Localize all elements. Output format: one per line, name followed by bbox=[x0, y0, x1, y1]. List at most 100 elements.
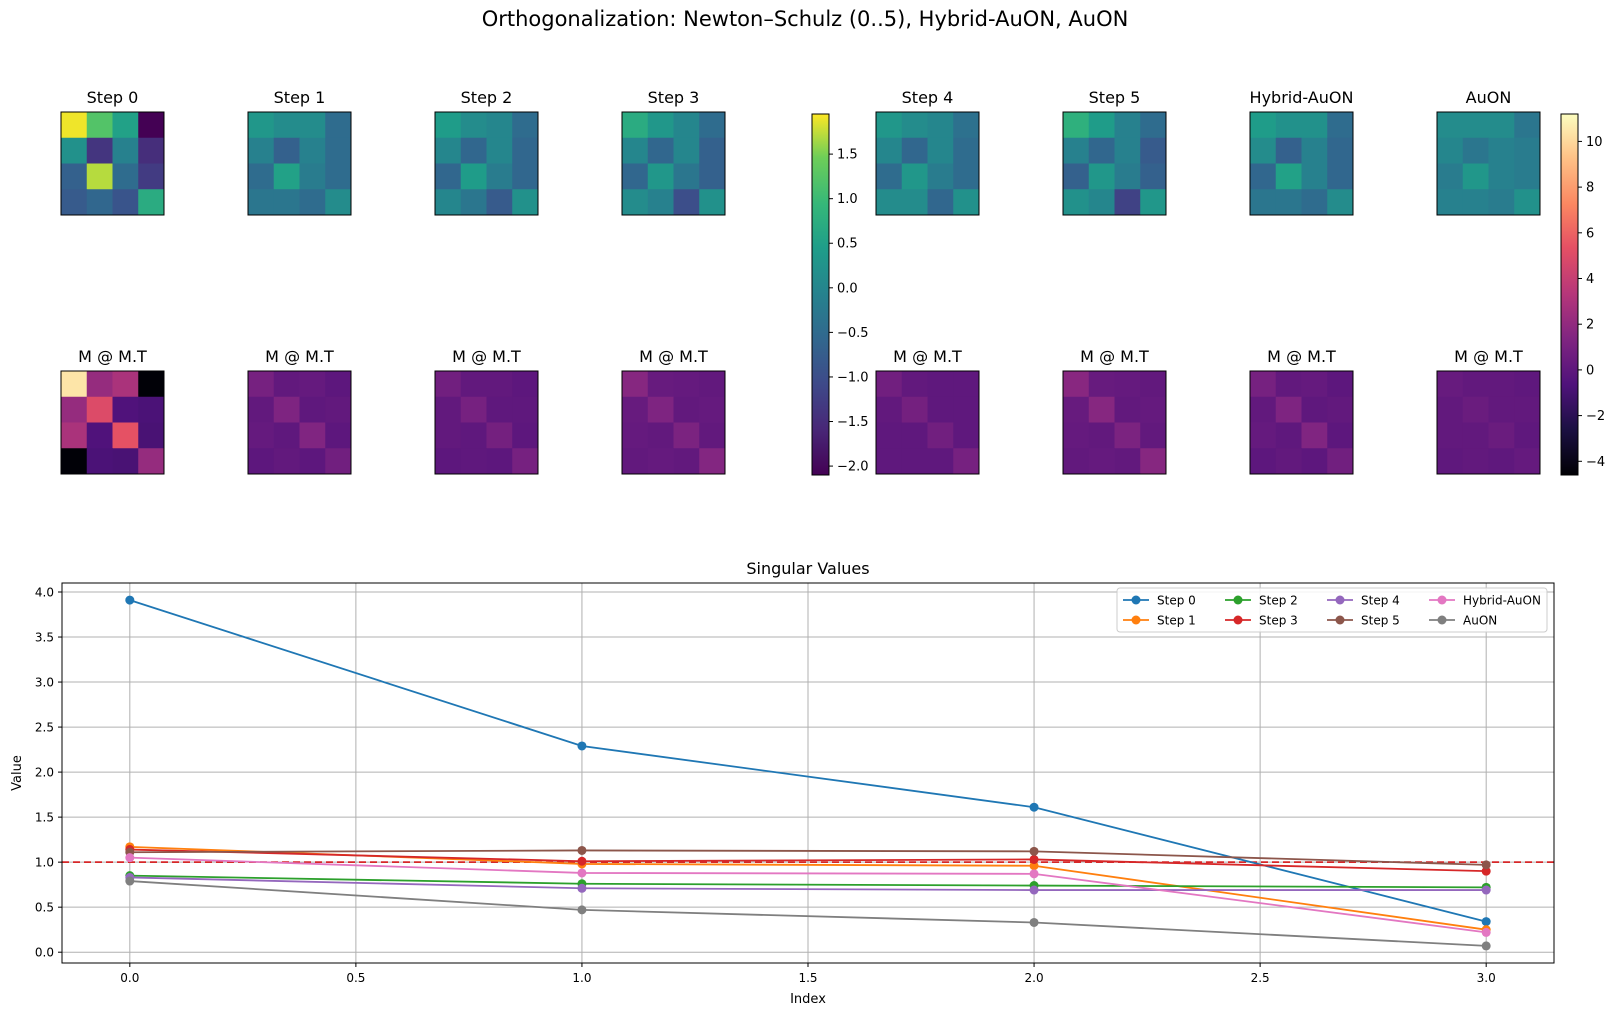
heatmap-cell bbox=[1114, 189, 1141, 216]
heatmap-cell bbox=[953, 112, 980, 139]
heatmap-cell bbox=[876, 371, 903, 398]
heatmap-cell bbox=[1275, 371, 1302, 398]
heatmap-cell bbox=[622, 422, 649, 449]
heatmap-cell bbox=[486, 371, 513, 398]
heatmap-cell bbox=[1488, 422, 1515, 449]
heatmap-cell bbox=[460, 396, 487, 423]
series-hybrid-auon bbox=[125, 853, 1491, 937]
heatmap-cell bbox=[138, 137, 165, 164]
heatmap-cell bbox=[953, 137, 980, 164]
panel-matrix-title: Step 3 bbox=[648, 88, 700, 107]
heatmap-cell bbox=[953, 396, 980, 423]
heatmap-cell bbox=[1063, 112, 1090, 139]
heatmap-cell bbox=[435, 112, 462, 139]
heatmap-cell bbox=[1140, 112, 1167, 139]
heatmap-cell bbox=[273, 137, 300, 164]
heatmap-cell bbox=[673, 112, 700, 139]
heatmap-cell bbox=[647, 189, 674, 216]
heatmap-cell bbox=[1275, 137, 1302, 164]
series-line bbox=[129, 874, 1487, 889]
legend-item: Step 5 bbox=[1327, 614, 1400, 628]
colorbar-tick-label: 1.0 bbox=[837, 192, 858, 207]
heatmap-cell bbox=[273, 422, 300, 449]
heatmap-frame bbox=[1062, 370, 1167, 475]
heatmap-cell bbox=[876, 189, 903, 216]
heatmap-cell bbox=[927, 112, 954, 139]
heatmap-cell bbox=[1088, 448, 1115, 475]
heatmap-cell bbox=[1088, 137, 1115, 164]
x-tick-label: 0.5 bbox=[346, 971, 365, 985]
heatmap-cell bbox=[1301, 137, 1328, 164]
heatmap-cell bbox=[1250, 189, 1277, 216]
legend-marker bbox=[1131, 615, 1141, 625]
heatmap-cell bbox=[248, 396, 275, 423]
colorbar-tick-label: 4 bbox=[1586, 272, 1594, 287]
legend: Step 0 Step 1 Step 2 Step 3 Step 4 Step 5 Hybr… bbox=[1116, 587, 1548, 633]
heatmap-cell bbox=[901, 422, 928, 449]
heatmap-cell bbox=[486, 137, 513, 164]
heatmap-cell bbox=[460, 371, 487, 398]
heatmap-cell bbox=[248, 422, 275, 449]
heatmap-cell bbox=[1437, 137, 1464, 164]
heatmap-cell bbox=[1114, 137, 1141, 164]
panel-7: AuON M @ M.T bbox=[1436, 88, 1541, 475]
heatmap-cell bbox=[622, 448, 649, 475]
heatmap-cell bbox=[1088, 422, 1115, 449]
heatmap-cell bbox=[248, 163, 275, 190]
heatmap-cell bbox=[622, 189, 649, 216]
colorbar-tick-label: −4 bbox=[1586, 455, 1605, 470]
panel-matrix-title: Step 0 bbox=[87, 88, 139, 107]
heatmap-cell bbox=[1488, 189, 1515, 216]
heatmap-cell bbox=[1327, 137, 1354, 164]
heatmap-cell bbox=[927, 396, 954, 423]
heatmap-frame bbox=[1062, 111, 1167, 216]
panel-matrix-title: Step 4 bbox=[902, 88, 954, 107]
heatmap-cell bbox=[112, 422, 139, 449]
heatmap-cell bbox=[1514, 137, 1541, 164]
heatmap-cell bbox=[901, 163, 928, 190]
heatmap-cell bbox=[1488, 137, 1515, 164]
heatmap-cell bbox=[435, 422, 462, 449]
heatmap-cell bbox=[248, 371, 275, 398]
heatmap-cell bbox=[1063, 448, 1090, 475]
heatmap-cell bbox=[512, 371, 539, 398]
heatmap-cell bbox=[1114, 163, 1141, 190]
heatmap-cell bbox=[460, 189, 487, 216]
heatmap-cell bbox=[876, 448, 903, 475]
heatmap-cell bbox=[138, 448, 165, 475]
heatmap-cell bbox=[673, 422, 700, 449]
heatmap-cell bbox=[1088, 112, 1115, 139]
heatmap-cell bbox=[647, 422, 674, 449]
colorbar-viridis-gradient bbox=[811, 113, 830, 476]
heatmap-frame bbox=[247, 370, 352, 475]
heatmap-cell bbox=[1462, 189, 1489, 216]
data-point bbox=[577, 905, 587, 915]
panel-2: Step 2 M @ M.T bbox=[434, 88, 539, 475]
heatmap-cell bbox=[901, 189, 928, 216]
heatmap-cell bbox=[138, 163, 165, 190]
heatmap-frame bbox=[434, 370, 539, 475]
heatmap-cell bbox=[1088, 163, 1115, 190]
heatmap-cell bbox=[1250, 448, 1277, 475]
legend-label: Step 3 bbox=[1259, 614, 1298, 628]
y-axis-label: Value bbox=[10, 755, 25, 791]
heatmap-cell bbox=[61, 189, 88, 216]
heatmap-cell bbox=[1327, 163, 1354, 190]
heatmap-cell bbox=[1462, 112, 1489, 139]
heatmap-cell bbox=[86, 189, 113, 216]
heatmap-cell bbox=[299, 163, 326, 190]
colorbar-tick-label: 0 bbox=[1586, 363, 1594, 378]
legend-item: Step 1 bbox=[1123, 614, 1196, 628]
data-point bbox=[1481, 941, 1491, 951]
heatmap-cell bbox=[486, 189, 513, 216]
x-axis-label: Index bbox=[790, 992, 826, 1007]
heatmap-cell bbox=[1301, 112, 1328, 139]
heatmap-cell bbox=[460, 448, 487, 475]
heatmap-cell bbox=[927, 448, 954, 475]
heatmap-cell bbox=[622, 396, 649, 423]
heatmap-cell bbox=[325, 137, 352, 164]
data-point bbox=[125, 595, 135, 605]
heatmap-cell bbox=[673, 371, 700, 398]
heatmap-cell bbox=[1488, 112, 1515, 139]
